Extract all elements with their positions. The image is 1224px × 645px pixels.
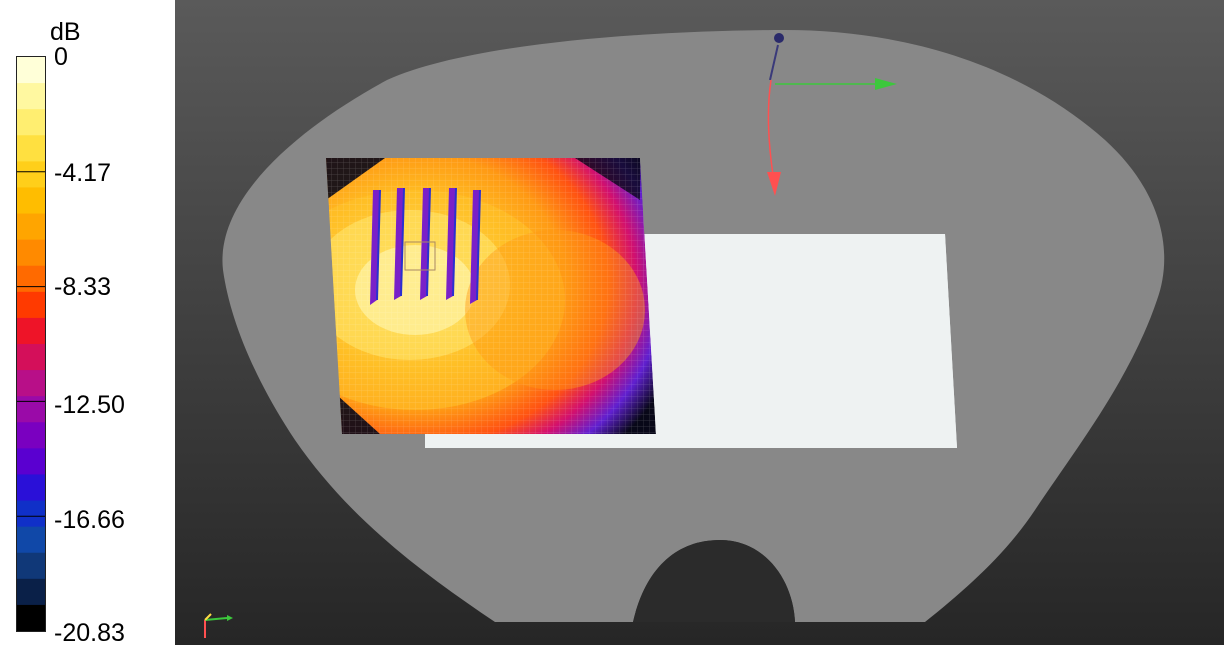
tick-label-3: -12.50 <box>54 391 125 419</box>
3d-viewport[interactable] <box>175 0 1224 645</box>
axis-x-arrow-icon[interactable] <box>875 78 897 90</box>
colorbar-band <box>17 396 45 423</box>
colorbar-band <box>17 526 45 554</box>
colorbar-band <box>17 213 45 241</box>
tick-label-0: 0 <box>54 43 68 71</box>
axes-gizmo[interactable] <box>767 33 897 196</box>
colorbar-band <box>17 161 45 189</box>
axis-z-handle[interactable] <box>774 33 784 43</box>
colorbar-band <box>17 265 45 293</box>
colorbar-band <box>17 552 45 580</box>
colorbar-band <box>17 448 45 476</box>
tick-label-5: -20.83 <box>54 619 125 645</box>
colorbar-band <box>17 422 45 449</box>
tick-label-2: -8.33 <box>54 273 111 301</box>
colorbar-band <box>17 109 45 136</box>
colorbar-band <box>17 57 45 84</box>
colorbar-band <box>17 474 45 502</box>
color-legend: dB 0 -4.17 -8.33 -12.50 -16.66 -20.83 <box>0 0 175 645</box>
colorbar-band <box>17 291 45 319</box>
antenna-array[interactable] <box>370 187 481 305</box>
plate-body <box>425 234 957 448</box>
colorbar-band <box>17 578 45 606</box>
tick-label-4: -16.66 <box>54 506 125 534</box>
phantom-cutout <box>633 540 795 622</box>
colorbar-band <box>17 370 45 397</box>
orientation-triad <box>204 613 233 638</box>
legend-unit-label: dB <box>50 18 81 46</box>
colorbar <box>16 56 46 632</box>
colorbar-band <box>17 135 45 162</box>
colorbar-band <box>17 604 45 631</box>
colorbar-band <box>17 500 45 528</box>
tick-label-1: -4.17 <box>54 159 111 187</box>
colorbar-band <box>17 187 45 215</box>
colorbar-band <box>17 344 45 371</box>
colorbar-band <box>17 83 45 110</box>
colorbar-band <box>17 317 45 345</box>
colorbar-gradient <box>17 57 45 631</box>
colorbar-band <box>17 239 45 267</box>
axis-y-arrow-icon[interactable] <box>767 172 781 196</box>
